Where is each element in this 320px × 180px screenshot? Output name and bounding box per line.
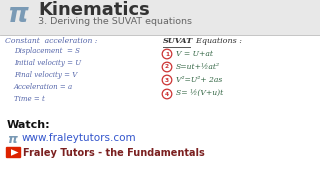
Text: π: π	[7, 133, 17, 146]
Text: Watch:: Watch:	[7, 120, 51, 130]
Text: 4: 4	[165, 91, 169, 96]
Text: SUVAT: SUVAT	[163, 37, 193, 45]
Text: 2: 2	[165, 64, 169, 69]
Text: V = U+at: V = U+at	[176, 50, 213, 58]
Text: V²=U²+ 2as: V²=U²+ 2as	[176, 76, 222, 84]
Text: Acceleration = a: Acceleration = a	[14, 83, 73, 91]
FancyBboxPatch shape	[6, 147, 21, 158]
Text: Constant  acceleration :: Constant acceleration :	[5, 37, 97, 45]
Polygon shape	[11, 149, 19, 156]
Text: Initial velocity = U: Initial velocity = U	[14, 59, 81, 67]
Text: 3: 3	[165, 78, 169, 82]
Text: π: π	[7, 2, 28, 28]
Text: 1: 1	[165, 51, 169, 57]
Text: S= ½(V+u)t: S= ½(V+u)t	[176, 90, 223, 98]
Text: www.fraleytutors.com: www.fraleytutors.com	[22, 133, 137, 143]
Text: Kinematics: Kinematics	[38, 1, 150, 19]
Text: S=ut+½at²: S=ut+½at²	[176, 63, 220, 71]
Text: 3. Deriving the SUVAT equations: 3. Deriving the SUVAT equations	[38, 17, 192, 26]
Text: Time = t: Time = t	[14, 95, 45, 103]
Text: Final velocity = V: Final velocity = V	[14, 71, 77, 79]
Text: Fraley Tutors - the Fundamentals: Fraley Tutors - the Fundamentals	[23, 148, 205, 158]
Text: Displacement  = S: Displacement = S	[14, 47, 80, 55]
Text: Equations :: Equations :	[191, 37, 242, 45]
FancyBboxPatch shape	[0, 0, 320, 35]
